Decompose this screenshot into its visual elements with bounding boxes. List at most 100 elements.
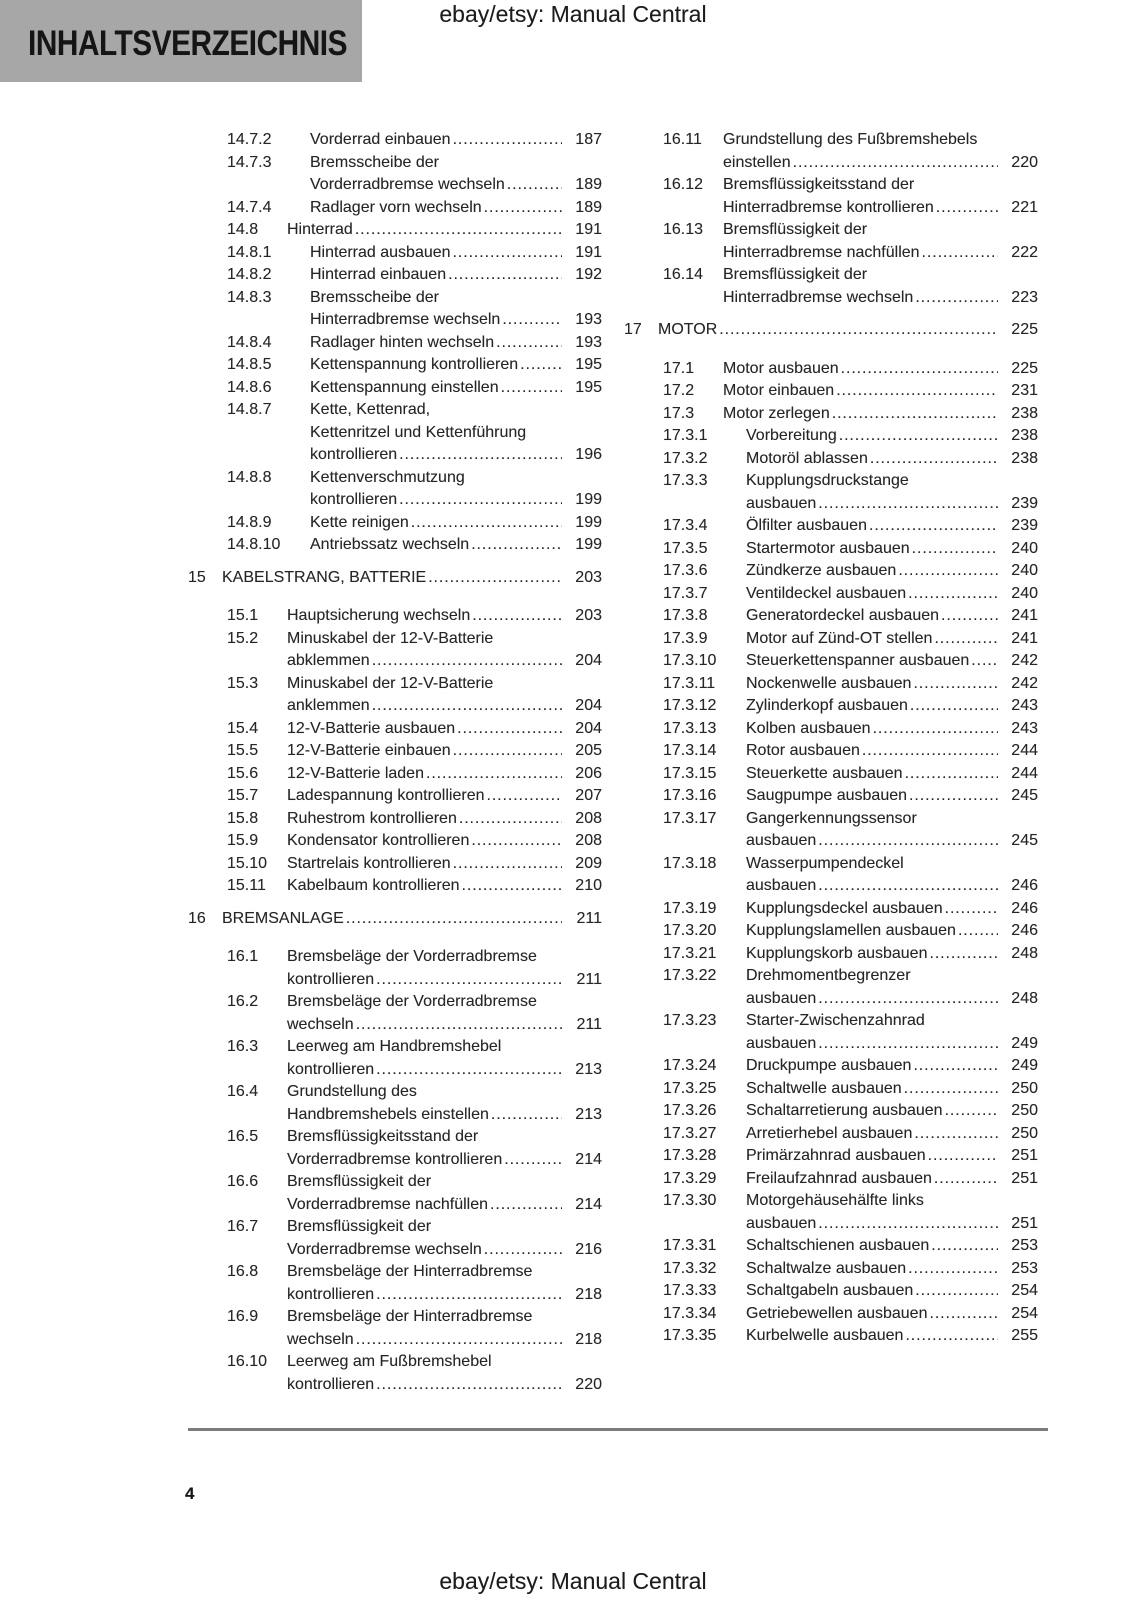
section-title: Grundstellung des Handbremshebels einstel… [287,1081,562,1126]
toc-entry: 17.3.11 Nockenwelle ausbauen 242 [624,673,1038,696]
toc-entry: 17.3.17 Gangerkennungssensor ausbauen 245 [624,808,1038,853]
section-title: Hinterrad ausbauen [310,242,562,265]
section-title-text: ausbauen [746,1034,817,1052]
page-number-ref: 187 [575,131,602,148]
section-title-text: Hinterradbremse kontrollieren [723,198,934,216]
section-number: 16.11 [663,131,702,148]
header-watermark: ebay/etsy: Manual Central [439,1,707,27]
toc-entry: 17.3.35 Kurbelwelle ausbauen 255 [624,1325,1038,1348]
dot-leader [868,448,998,471]
section-title: Bremsflüssigkeit der Vorderradbremse wech… [287,1216,562,1261]
toc-entry: 17.3.29 Freilaufzahnrad ausbauen 251 [624,1168,1038,1191]
dot-leader [500,309,562,332]
page-number-ref: 250 [1011,1102,1038,1119]
toc-entry: 16.9 Bremsbeläge der Hinterradbremse wechs… [188,1306,602,1351]
toc-entry: 14.8.6 Kettenspannung einstellen 195 [188,377,602,400]
section-number: 17.3.10 [663,652,717,669]
toc-entry: 17.1 Motor ausbauen 225 [624,358,1038,381]
dot-leader [912,1123,998,1146]
section-title: Freilaufzahnrad ausbauen [746,1168,998,1191]
section-number: 15.9 [227,832,259,849]
section-title: Kettenverschmutzung kontrollieren [310,467,562,512]
section-title: Schaltgabeln ausbauen [746,1280,998,1303]
dot-leader [956,920,998,943]
page-number-ref: 196 [575,446,602,463]
section-title-text: abklemmen [287,652,370,669]
section-number: 17.3.15 [663,764,717,782]
section-number: 17.3.21 [663,944,717,962]
section-title: Leerweg am Fußbremshebel kontrollieren [287,1351,562,1396]
toc-entry: 17.3.9 Motor auf Zünd-OT stellen 241 [624,628,1038,651]
dot-leader [926,1145,998,1168]
toc-entry: 15.7 Ladespannung kontrollieren 207 [188,785,602,808]
page-title: INHALTSVERZEICHNIS [28,24,348,63]
section-number: 17.2 [663,382,695,399]
toc-entry: 17.3.14 Rotor ausbauen 244 [624,740,1038,763]
page-number-ref: 244 [1011,764,1038,782]
section-title: Kabelbaum kontrollieren [287,875,562,898]
section-title: Bremsflüssigkeitsstand der Hinterradbrems… [723,174,998,219]
section-number: 15.10 [227,854,268,872]
dot-leader [494,332,562,355]
dot-leader [488,1194,562,1217]
page-number-ref: 207 [575,787,602,804]
section-title-text: Bremsbeläge der Hinterradbremse [287,1263,533,1280]
section-title-text: Kettenspannung kontrollieren [310,356,519,373]
section-title: Vorderrad einbauen [310,129,562,152]
section-number: 16.4 [227,1083,259,1100]
dot-leader [830,403,998,426]
section-number: 17.3.7 [663,584,708,602]
page-number-ref: 223 [1011,288,1038,306]
section-title: Vorbereitung [746,425,998,448]
toc-entry: 16.8 Bremsbeläge der Hinterradbremse kontr… [188,1261,602,1306]
page-number-ref: 193 [575,333,602,351]
section-title-text: Startermotor ausbauen [746,539,910,557]
section-number: 15.8 [227,809,259,827]
page-number-ref: 248 [1011,989,1038,1007]
dot-leader [446,264,562,287]
toc-entry: 16.12 Bremsflüssigkeitsstand der Hinterrad… [624,174,1038,219]
dot-leader [903,763,998,786]
section-number: 17.3.16 [663,787,717,804]
section-title-text: Ladespannung kontrollieren [287,787,485,804]
section-title-text: Hinterrad [287,221,353,238]
section-title-text: Freilaufzahnrad ausbauen [746,1169,932,1187]
section-number: 14.7.2 [227,131,272,148]
section-title: Schaltwelle ausbauen [746,1078,998,1101]
toc-entry: 17.3.25 Schaltwelle ausbauen 250 [624,1078,1038,1101]
section-title-text: Vorderradbremse wechseln [310,176,505,193]
section-title: Minuskabel der 12-V-Batterie abklemmen [287,628,562,673]
toc-right-column: 16.11 Grundstellung des Fußbremshebels ein… [624,129,1038,1396]
toc-entry: 17.2 Motor einbauen 231 [624,380,1038,403]
section-number: 14.8.7 [227,401,272,418]
section-title: Saugpumpe ausbauen [746,785,998,808]
section-title-text: Radlager vorn wechseln [310,198,482,216]
dot-leader [451,242,562,265]
toc-entry: 14.8.2 Hinterrad einbauen 192 [188,264,602,287]
page-number-ref: 250 [1011,1124,1038,1142]
section-number: 17.3.17 [663,809,717,827]
section-title: 12-V-Batterie einbauen [287,740,562,763]
section-title-text: Steuerkette ausbauen [746,764,903,782]
page-number-ref: 218 [575,1330,602,1348]
toc-entry: 17.3.21 Kupplungskorb ausbauen 248 [624,943,1038,966]
section-title: Motor ausbauen [723,358,998,381]
section-number: 17.3.14 [663,742,717,759]
section-title-text: Hinterradbremse wechseln [723,288,914,306]
section-number: 17.3.33 [663,1282,717,1299]
section-number: 17.3.23 [663,1012,717,1029]
section-title-text: Bremsflüssigkeit der [723,221,868,238]
page-number-ref: 189 [575,176,602,193]
section-title: Bremsscheibe der Vorderradbremse wechseln [310,152,562,197]
page-number-ref: 250 [1011,1079,1038,1097]
section-title: Bremsscheibe der Hinterradbremse wechseln [310,287,562,332]
section-number: 17.3.6 [663,562,708,579]
section-title-text: Primärzahnrad ausbauen [746,1147,926,1164]
section-title-text: Kettenspannung einstellen [310,378,499,396]
dot-leader [426,567,562,590]
section-title: KABELSTRANG, BATTERIE [222,567,562,590]
dot-leader [370,695,562,718]
page-number-ref: 241 [1011,629,1038,647]
section-title: Druckpumpe ausbauen [746,1055,998,1078]
section-title-text: Vorderrad einbauen [310,131,451,148]
